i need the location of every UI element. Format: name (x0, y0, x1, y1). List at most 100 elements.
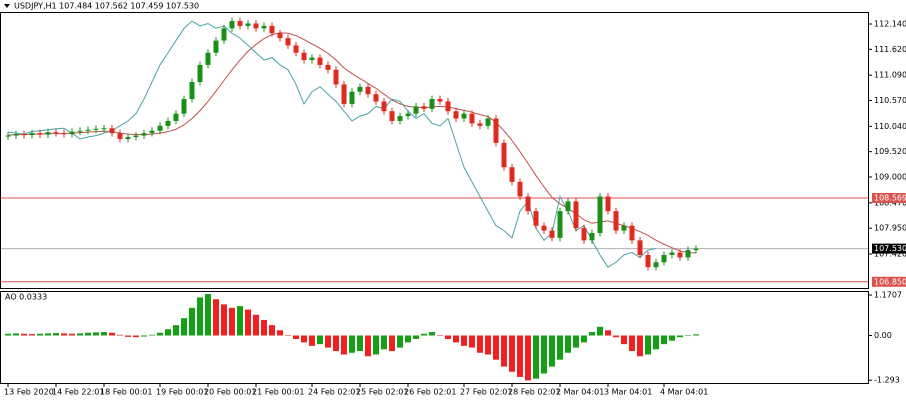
ao-bar (349, 335, 355, 353)
ao-bar (517, 335, 523, 377)
candle-body (597, 196, 603, 234)
ao-bar (149, 334, 155, 336)
candle-body (189, 81, 195, 100)
x-tick-label: 27 Feb 02:01 (460, 388, 512, 397)
ao-bar (597, 326, 603, 336)
ao-bar (365, 335, 371, 357)
price-level-tag (872, 276, 906, 287)
ao-bar (613, 335, 619, 338)
candle-body (581, 228, 587, 241)
candle-body (109, 128, 115, 134)
candle-body (317, 57, 323, 65)
title-arrow (4, 4, 10, 8)
candle-body (141, 133, 147, 136)
ao-bar (525, 335, 531, 381)
candle-body (637, 240, 643, 255)
ao-bar (13, 333, 19, 336)
candle-body (357, 86, 363, 92)
candle-body (677, 252, 683, 258)
x-tick-label: 13 Feb 2020 (4, 388, 54, 397)
candle-body (285, 38, 291, 46)
ao-bar (437, 335, 443, 336)
candle-body (149, 130, 155, 134)
candle-body (133, 135, 139, 138)
candle-body (29, 133, 35, 136)
ao-bar (557, 335, 563, 360)
candle-body (77, 130, 83, 132)
ao-bar (621, 335, 627, 345)
y-tick-label: 109.520 (874, 147, 906, 156)
x-tick-label: 14 Feb 22:01 (52, 388, 104, 397)
candle-body (477, 123, 483, 126)
candle-body (13, 134, 19, 136)
y-tick-label: 111.620 (874, 45, 906, 54)
ao-bar (213, 299, 219, 336)
ao-bar (469, 335, 475, 348)
candle-body (61, 133, 67, 135)
ao-bar (5, 333, 11, 336)
x-tick-label: 25 Feb 02:01 (356, 388, 408, 397)
candle-body (37, 133, 43, 135)
candle-body (293, 45, 299, 53)
candle-body (557, 211, 563, 238)
candle-body (301, 52, 307, 61)
ao-bar (685, 335, 691, 336)
candle-body (565, 201, 571, 212)
ao-bar (573, 335, 579, 348)
ao-bar (173, 325, 179, 336)
candle-body (205, 52, 211, 65)
ao-bar (453, 335, 459, 343)
ao-bar (109, 332, 115, 336)
candle-body (125, 137, 131, 139)
ao-bar (477, 335, 483, 353)
ao-bar (429, 332, 435, 336)
ao-bar (221, 304, 227, 336)
price-level-label: 108.569 (874, 193, 906, 202)
candle-body (269, 25, 275, 34)
ao-bar (69, 333, 75, 336)
candle-body (397, 116, 403, 121)
candle-body (157, 125, 163, 131)
ao-bar (93, 332, 99, 336)
chart-title: USDJPY,H1 107.484 107.562 107.459 107.53… (14, 2, 199, 11)
candle-body (45, 132, 51, 135)
ao-bar (277, 330, 283, 336)
ao-bar (101, 332, 107, 336)
candle-body (85, 129, 91, 131)
ao-bar (605, 330, 611, 336)
candle-body (181, 99, 187, 114)
x-tick-label: 19 Feb 00:01 (156, 388, 208, 397)
ao-bar (397, 335, 403, 348)
price-level-label: 106.850 (874, 277, 906, 286)
candle-body (229, 21, 235, 29)
candle-body (493, 118, 499, 143)
ao-bar (261, 319, 267, 336)
ao-bar (653, 335, 659, 350)
y-tick-label: 1.1707 (874, 291, 902, 300)
candle-body (381, 101, 387, 112)
ao-bar (117, 334, 123, 336)
price-level-label: 107.530 (874, 244, 906, 253)
candle-body (69, 131, 75, 135)
ao-bar (341, 335, 347, 355)
ao-bar (581, 335, 587, 343)
candle-body (53, 132, 59, 134)
candle-body (549, 230, 555, 238)
x-tick-label: 18 Feb 00:01 (100, 388, 152, 397)
candle-body (101, 128, 107, 130)
ao-bar (21, 333, 27, 336)
ao-bar (157, 332, 163, 336)
price-panel (0, 12, 869, 289)
candle-body (525, 196, 531, 212)
candle-body (413, 106, 419, 114)
ao-bar (637, 335, 643, 357)
ao-bar (389, 335, 395, 352)
ao-bar (293, 335, 299, 339)
y-tick-label: 110.040 (874, 122, 906, 131)
ao-bar (629, 335, 635, 352)
ao-bar (509, 335, 515, 372)
ao-bar (237, 306, 243, 336)
candle-body (349, 91, 355, 104)
x-tick-label: 3 Mar 04:01 (604, 388, 652, 397)
